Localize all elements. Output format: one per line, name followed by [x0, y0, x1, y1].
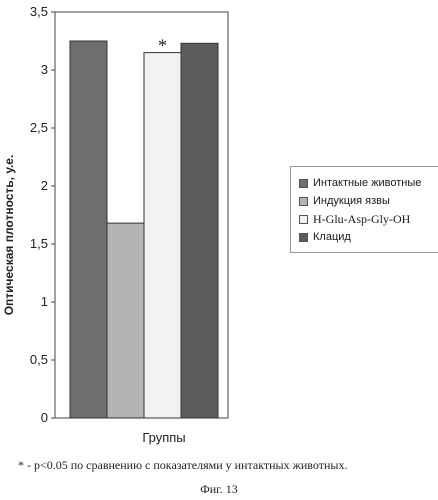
legend-label-peptide: H-Glu-Asp-Gly-OH — [313, 212, 410, 227]
legend-item-intact: Интактные животные — [299, 174, 438, 192]
y-tick-label: 3 — [41, 62, 48, 77]
legend-item-ulcer: Индукция язвы — [299, 192, 438, 210]
y-tick-label: 1,5 — [30, 236, 48, 251]
y-tick-label: 2 — [41, 178, 48, 193]
legend: Интактные животные Индукция язвы H-Glu-A… — [290, 166, 438, 253]
legend-label-ulcer: Индукция язвы — [313, 195, 390, 207]
legend-item-peptide: H-Glu-Asp-Gly-OH — [299, 210, 438, 228]
y-tick-label: 2,5 — [30, 120, 48, 135]
legend-swatch-intact — [299, 179, 308, 188]
y-tick-label: 3,5 — [30, 4, 48, 19]
bar-1 — [70, 41, 107, 418]
legend-item-klacid: Клацид — [299, 228, 438, 246]
bar-3 — [144, 53, 181, 418]
y-tick-label: 1 — [41, 294, 48, 309]
x-axis-title: Группы — [142, 430, 185, 445]
y-axis-title: Оптическая плотность, у.е. — [2, 155, 16, 316]
legend-label-klacid: Клацид — [313, 231, 351, 243]
footnote: * - p<0.05 по сравнению с показателями у… — [18, 458, 347, 473]
legend-swatch-klacid — [299, 233, 308, 242]
bar-2 — [107, 223, 144, 418]
plot-area: 0 0,5 1 1,5 2 2,5 3 3,5 * — [30, 4, 228, 425]
legend-swatch-ulcer — [299, 197, 308, 206]
bar-4 — [181, 43, 218, 418]
y-tick-label: 0,5 — [30, 352, 48, 367]
legend-swatch-peptide — [299, 215, 308, 224]
figure-caption: Фиг. 13 — [0, 482, 438, 497]
significance-marker: * — [158, 36, 167, 56]
legend-label-intact: Интактные животные — [313, 177, 421, 189]
y-tick-label: 0 — [41, 410, 48, 425]
